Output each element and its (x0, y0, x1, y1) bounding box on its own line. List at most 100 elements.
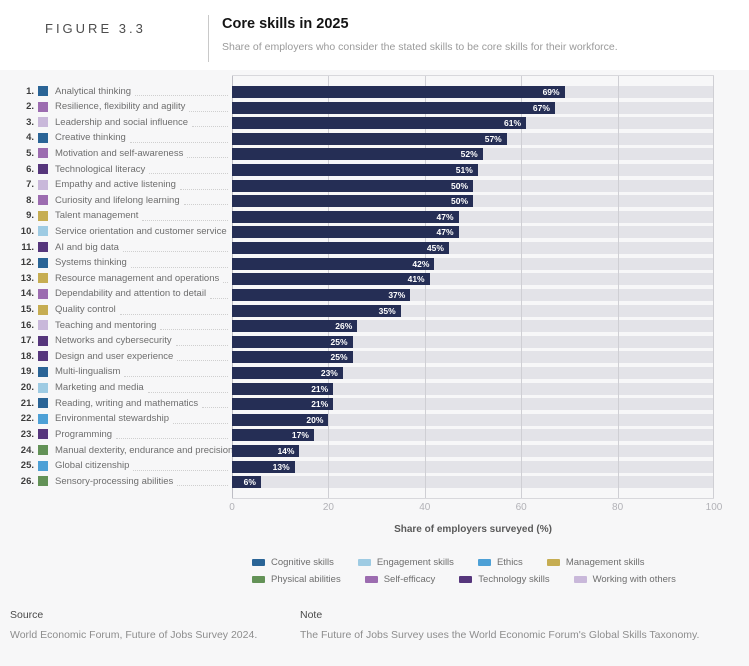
legend-swatch-icon (573, 576, 587, 583)
bar-track (232, 445, 714, 458)
skill-label-row: 1. Analytical thinking (16, 85, 230, 101)
category-color-icon (38, 445, 48, 456)
legend-label: Working with others (592, 574, 676, 585)
figure-number: FIGURE 3.3 (45, 21, 146, 36)
legend-item-ethics: Ethics (477, 557, 523, 568)
category-color-icon (38, 101, 48, 112)
category-color-icon (38, 148, 48, 159)
rank-number: 2. (26, 101, 34, 113)
category-color-icon (38, 273, 48, 284)
category-color-icon (38, 179, 48, 190)
bar-value-label: 42% (412, 258, 430, 269)
x-tick-label: 80 (612, 502, 624, 513)
legend-label: Physical abilities (271, 574, 341, 585)
legend-swatch-icon (252, 559, 265, 566)
legend-item-engagement: Engagement skills (357, 557, 454, 568)
bar: 21% (232, 382, 334, 395)
skill-label-row: 17. Networks and cybersecurity (16, 335, 230, 351)
skill-name: Design and user experience (55, 350, 174, 362)
bar: 50% (232, 179, 473, 192)
legend-row: Cognitive skills Engagement skills Ethics M… (252, 557, 700, 568)
bar-row: 52% (232, 148, 714, 164)
skill-name: Global citizenship (55, 460, 130, 472)
bar-value-label: 52% (460, 149, 478, 160)
gridline-20 (328, 76, 330, 498)
category-color-icon (38, 304, 48, 315)
skill-label-row: 14. Dependability and attention to detail (16, 288, 230, 304)
dotted-leader (133, 461, 228, 471)
bar-value-label: 47% (436, 211, 454, 222)
bar-track (232, 382, 714, 395)
gridline-80 (617, 76, 619, 498)
category-color-icon (38, 164, 48, 175)
legend-swatch-icon (459, 576, 473, 583)
dotted-leader (149, 164, 228, 175)
category-color-icon (38, 460, 48, 471)
dotted-leader (192, 117, 228, 128)
gridline-100 (713, 76, 714, 498)
skill-name: Talent management (55, 210, 139, 222)
category-color-icon (38, 132, 48, 143)
bar: 37% (232, 288, 411, 301)
dotted-leader (160, 320, 228, 331)
skill-label-row: 8. Curiosity and lifelong learning (16, 194, 230, 210)
skill-label-row: 16. Teaching and mentoring (16, 319, 230, 335)
legend-row: Physical abilities Self-efficacy Technolog… (252, 574, 700, 585)
skill-name: Environmental stewardship (55, 413, 170, 425)
bar-value-label: 50% (450, 180, 468, 191)
bar-track (232, 460, 714, 473)
category-color-icon (38, 288, 48, 299)
legend-label: Self-efficacy (383, 574, 436, 585)
dotted-leader (124, 367, 228, 377)
bar-row: 23% (232, 366, 714, 383)
bar-value-label: 21% (311, 383, 329, 394)
bar-track (232, 413, 714, 426)
skill-name: Creative thinking (55, 132, 126, 144)
rank-number: 9. (26, 210, 34, 222)
skill-name: Systems thinking (55, 257, 127, 269)
legend-swatch-icon (357, 559, 371, 566)
skill-label-row: 15. Quality control (16, 304, 230, 320)
dotted-leader (210, 289, 228, 299)
dotted-leader (183, 195, 228, 206)
bar-value-label: 26% (335, 321, 353, 332)
skill-name: Leadership and social influence (55, 116, 189, 128)
skill-label-row: 19. Multi-lingualism (16, 366, 230, 382)
bar-row: 42% (232, 257, 714, 274)
bar-value-label: 25% (330, 352, 348, 363)
bar: 52% (232, 148, 483, 161)
legend-item-cognitive: Cognitive skills (252, 557, 334, 568)
bar-value-label: 23% (320, 367, 338, 378)
skill-name: Resilience, flexibility and agility (55, 101, 186, 113)
rank-number: 22. (20, 413, 34, 425)
skill-name: Networks and cybersecurity (55, 335, 172, 347)
bar-track (232, 351, 714, 364)
note-text: The Future of Jobs Survey uses the World… (300, 629, 700, 641)
bar-row: 47% (232, 210, 714, 227)
legend-item-management: Management skills (546, 557, 644, 568)
bar-track (232, 335, 714, 348)
skill-label-row: 24. Manual dexterity, endurance and preci… (16, 444, 234, 460)
rank-number: 12. (20, 257, 34, 269)
bar-row: 51% (232, 164, 714, 180)
bar-row: 69% (232, 86, 714, 102)
rank-number: 25. (20, 460, 34, 472)
rank-number: 1. (26, 85, 34, 97)
rank-number: 20. (20, 382, 34, 394)
bar: 20% (232, 413, 329, 426)
category-color-icon (38, 429, 48, 440)
bar-row: 13% (232, 460, 714, 477)
bar-value-label: 21% (311, 399, 329, 410)
rank-number: 5. (26, 147, 34, 159)
bar: 57% (232, 132, 507, 145)
skill-name: Analytical thinking (55, 85, 132, 97)
rank-number: 21. (20, 397, 34, 409)
bar: 61% (232, 117, 527, 130)
skill-name: Manual dexterity, endurance and precisio… (55, 444, 234, 456)
dotted-leader (187, 148, 228, 159)
bar: 13% (232, 460, 295, 473)
bar-value-label: 69% (542, 87, 560, 97)
bar: 50% (232, 195, 473, 208)
rank-number: 15. (20, 304, 34, 316)
skill-name: Dependability and attention to detail (55, 288, 207, 300)
